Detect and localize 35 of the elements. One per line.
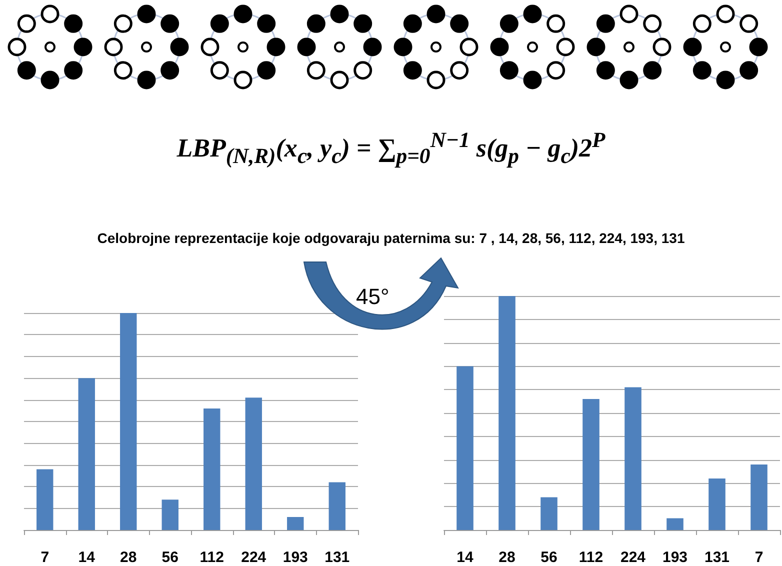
bar bbox=[750, 464, 768, 530]
x-tick-label: 7 bbox=[40, 549, 50, 566]
x-tick-label: 131 bbox=[704, 549, 730, 566]
x-tick-label: 28 bbox=[120, 549, 137, 566]
x-tick-label: 14 bbox=[456, 549, 474, 566]
bar bbox=[162, 500, 178, 530]
x-tick-label: 14 bbox=[78, 549, 96, 566]
x-tick-label: 224 bbox=[620, 549, 646, 566]
x-tick-label: 56 bbox=[540, 549, 558, 566]
bar bbox=[540, 497, 558, 530]
bar bbox=[120, 313, 137, 530]
bar bbox=[328, 482, 346, 530]
bar bbox=[204, 408, 220, 530]
x-tick-label: 193 bbox=[282, 549, 308, 566]
x-tick-label: 193 bbox=[662, 549, 688, 566]
x-tick-label: 224 bbox=[241, 549, 267, 566]
bar bbox=[666, 518, 684, 530]
bar bbox=[36, 469, 54, 530]
bar bbox=[498, 296, 516, 530]
text: 45° bbox=[356, 284, 390, 310]
x-tick-label: 56 bbox=[162, 549, 178, 566]
x-tick-label: 112 bbox=[200, 549, 224, 566]
bar bbox=[708, 478, 726, 530]
bar bbox=[78, 378, 95, 530]
bar bbox=[245, 398, 262, 530]
x-tick-label: 28 bbox=[498, 549, 516, 566]
text: LBP$_{(N,R)}$(x$_{c}$, y$_{c}$) = ∑$_{p=0}$$^{N−1}$ s(g$_{p}$ − g$_{c}$)2$^{P}$ bbox=[176, 128, 606, 168]
text: Celobrojne reprezentacije koje odgovaraju paternima su: 7 , 14, 28, 56, 112, 224, 193, 131 bbox=[96, 230, 686, 246]
bar bbox=[287, 516, 304, 530]
x-tick-label: 131 bbox=[324, 549, 350, 566]
bar bbox=[456, 366, 474, 530]
x-tick-label: 7 bbox=[754, 549, 764, 566]
bar bbox=[582, 398, 600, 530]
bar bbox=[624, 387, 642, 530]
x-tick-label: 112 bbox=[578, 549, 604, 566]
